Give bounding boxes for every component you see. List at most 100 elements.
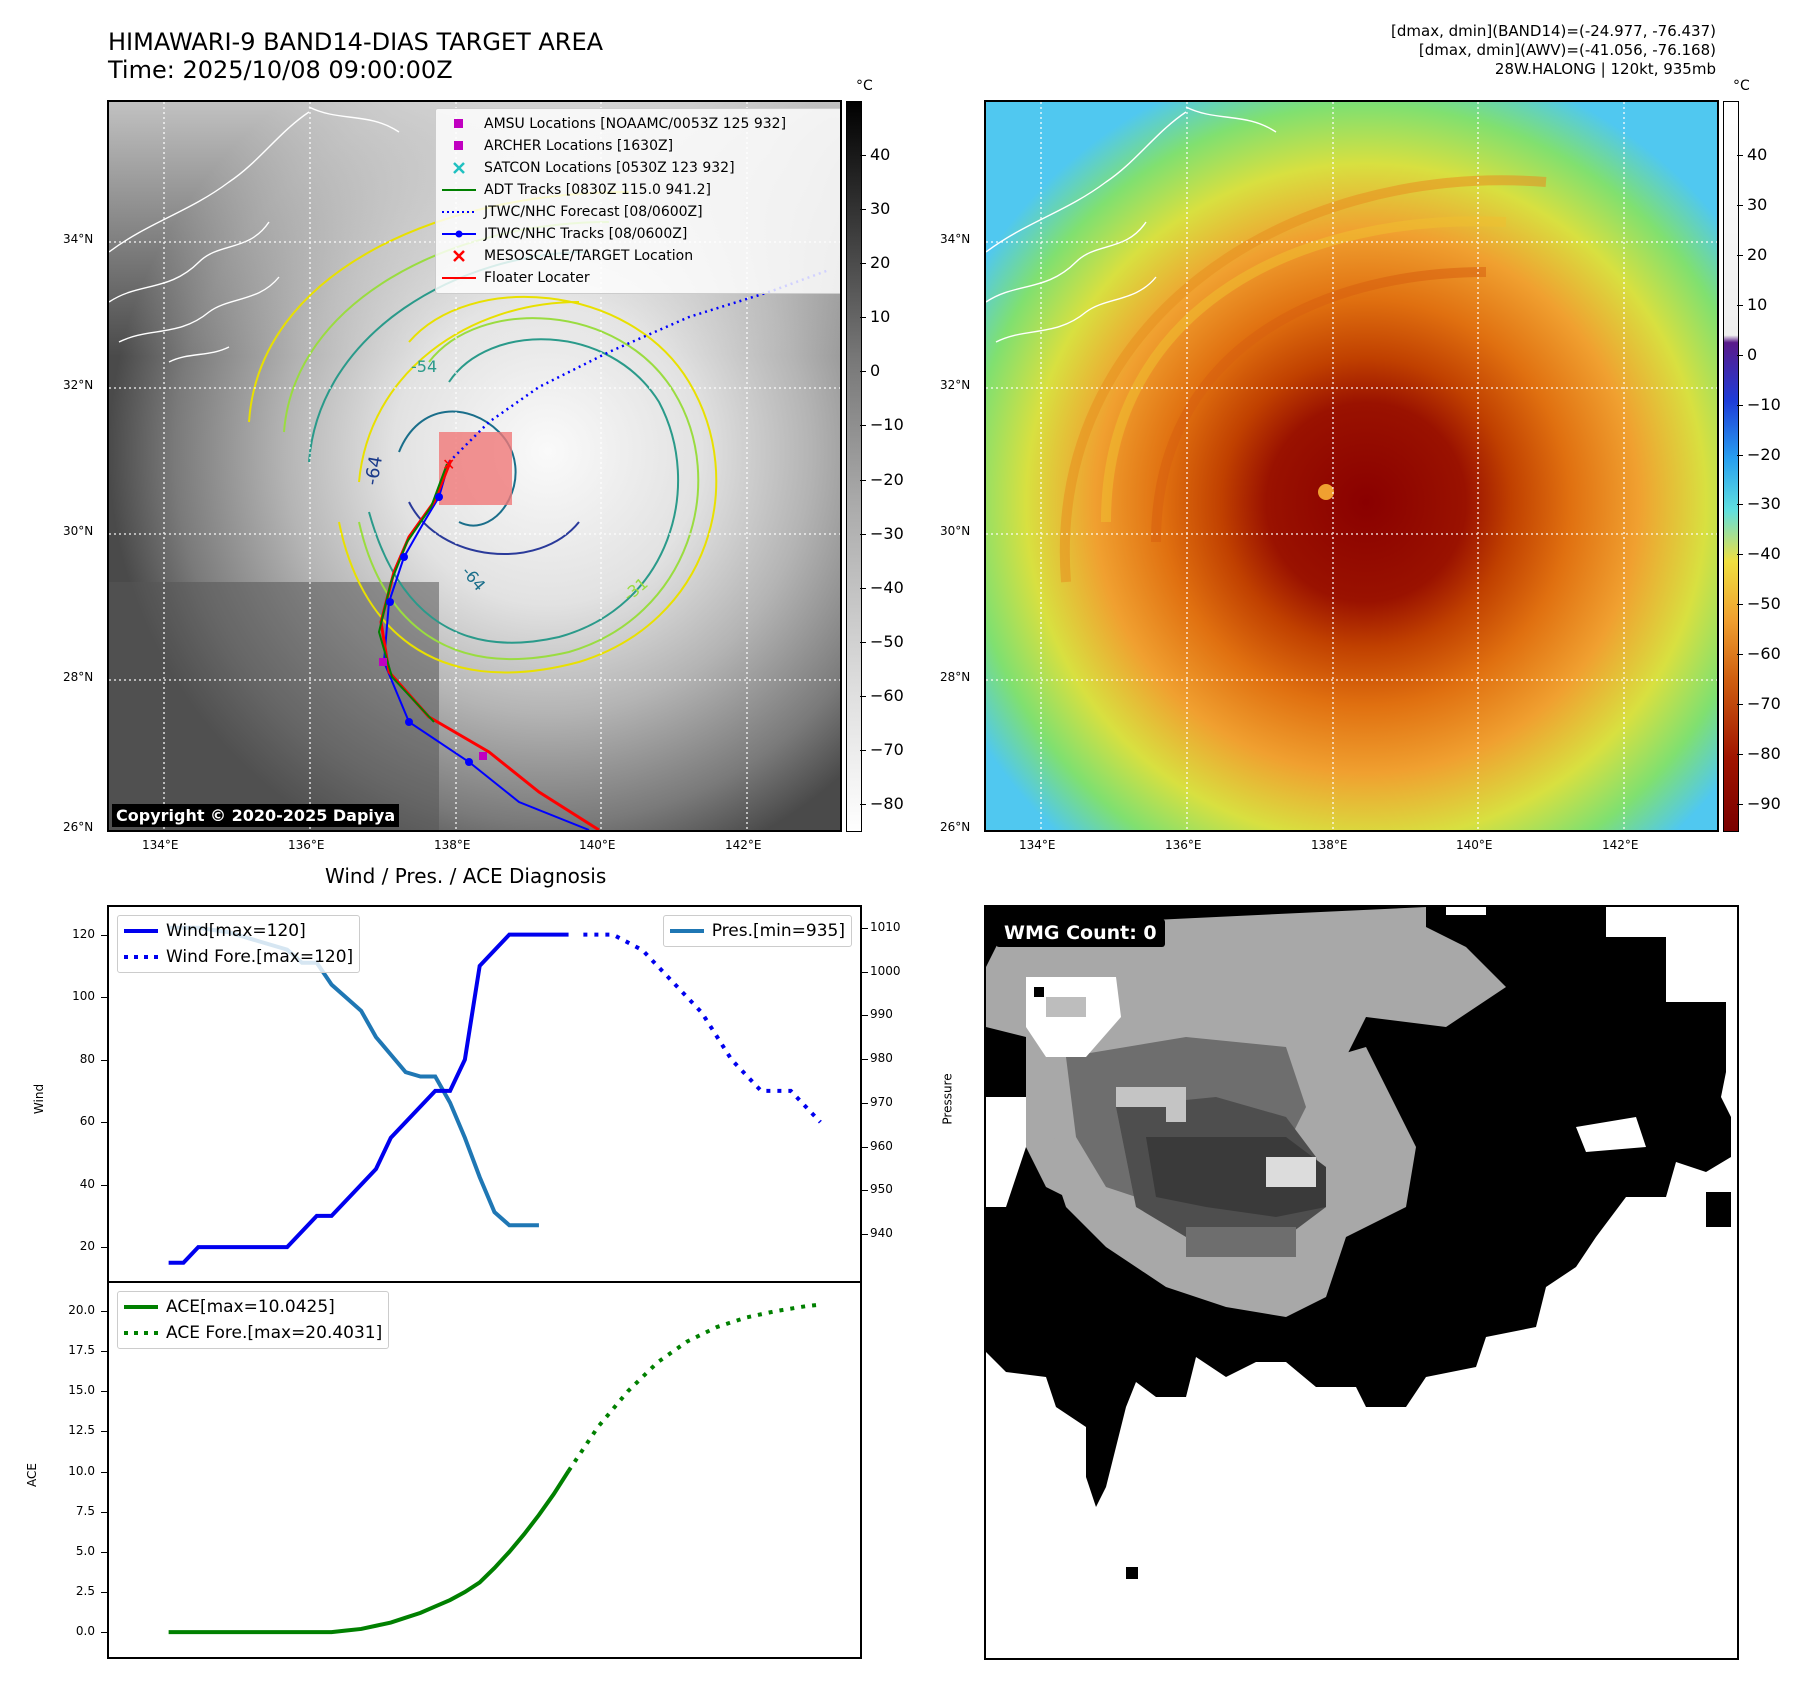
target-area-box <box>439 432 512 505</box>
square-marker-icon <box>442 117 476 131</box>
pressure-tick-mark <box>862 1234 868 1235</box>
legend-ace-fore: ACE Fore.[max=20.4031] <box>166 1323 383 1343</box>
gray-colorbar-tick: −40 <box>870 577 904 597</box>
pressure-tick: 980 <box>870 1051 893 1065</box>
wind-tick-mark <box>101 1122 107 1124</box>
pressure-tick: 960 <box>870 1138 893 1153</box>
pres-legend: Pres.[min=935] <box>662 915 852 947</box>
color-colorbar-tick-mark <box>1737 254 1743 256</box>
color-colorbar-tick: −20 <box>1747 444 1781 464</box>
gray-colorbar-tick-mark <box>860 317 866 319</box>
legend-label: ADT Tracks [0830Z 115.0 941.2] <box>484 182 711 198</box>
ace-tick: 10.0 <box>68 1463 95 1478</box>
color-colorbar-tick: 40 <box>1747 145 1768 164</box>
gray-colorbar-tick: 20 <box>870 253 891 273</box>
lon-label: 134°E <box>142 838 179 852</box>
legend-item: JTWC/NHC Forecast [08/0600Z] <box>442 201 840 223</box>
color-colorbar-tick: −80 <box>1747 744 1781 764</box>
legend-item: ARCHER Locations [1630Z] <box>442 135 840 157</box>
contour-label-2: -64 <box>361 454 387 487</box>
color-colorbar-tick-mark <box>1737 754 1743 756</box>
pres-ylabel: Pressure <box>940 1073 955 1125</box>
pressure-tick-mark <box>862 1015 868 1017</box>
ace-tick: 2.5 <box>75 1584 95 1599</box>
ace-tick: 12.5 <box>68 1423 95 1438</box>
copyright-label: Copyright © 2020-2025 Dapiya <box>112 804 400 827</box>
color-colorbar-tick: 10 <box>1747 294 1768 314</box>
wind-tick: 60 <box>79 1114 95 1129</box>
legend-item: Floater Locater <box>442 267 840 289</box>
legend-label: JTWC/NHC Tracks [08/0600Z] <box>484 226 688 242</box>
pressure-tick-mark <box>862 1059 868 1060</box>
legend-item: ADT Tracks [0830Z 115.0 941.2] <box>442 179 840 201</box>
figure-title: HIMAWARI-9 BAND14-DIAS TARGET AREA Time:… <box>108 28 603 84</box>
color-colorbar-tick: 0 <box>1747 344 1758 364</box>
legend-label: ARCHER Locations [1630Z] <box>484 138 674 154</box>
ace-tick-mark <box>101 1592 107 1594</box>
color-colorbar-tick-mark <box>1737 554 1743 556</box>
legend-wind-fore: Wind Fore.[max=120] <box>166 947 354 967</box>
ace-tick-mark <box>101 1311 107 1313</box>
color-colorbar-tick: 30 <box>1747 194 1768 214</box>
wind-tick: 20 <box>79 1239 95 1254</box>
lon-label: 134°E <box>1019 838 1056 852</box>
square-marker-icon <box>442 139 476 153</box>
title-line-1: HIMAWARI-9 BAND14-DIAS TARGET AREA <box>108 28 604 56</box>
pressure-tick: 950 <box>870 1182 893 1197</box>
pressure-tick: 1010 <box>870 919 901 934</box>
ace-tick-mark <box>101 1351 107 1353</box>
color-colorbar <box>1723 101 1739 832</box>
gray-colorbar-tick-mark <box>860 209 866 211</box>
jtwc-track-points <box>386 493 473 766</box>
lon-label: 136°E <box>1165 838 1202 852</box>
lat-label: 28°N <box>63 670 94 684</box>
lon-label: 140°E <box>1456 838 1493 852</box>
gray-colorbar-tick-mark <box>860 263 866 265</box>
lat-label: 26°N <box>940 820 971 834</box>
info-awv-range: [dmax, dmin](AWV)=(-41.056, -76.168) <box>1418 41 1716 59</box>
color-colorbar-tick-mark <box>1737 304 1743 306</box>
legend-label: AMSU Locations [NOAAMC/0053Z 125 932] <box>484 116 787 132</box>
x-marker-icon <box>442 161 476 175</box>
color-colorbar-tick: −70 <box>1747 694 1781 714</box>
pressure-tick-mark <box>862 1146 868 1148</box>
legend-item: MESOSCALE/TARGET Location <box>442 245 840 267</box>
wind-tick: 40 <box>79 1176 95 1191</box>
lon-label: 136°E <box>288 838 325 852</box>
pressure-tick-mark <box>862 971 868 973</box>
pressure-tick-mark <box>862 1190 868 1192</box>
wind-ylabel: Wind <box>32 1083 47 1115</box>
wind-tick-mark <box>101 1247 107 1249</box>
color-colorbar-tick-mark <box>1737 354 1743 356</box>
wind-tick: 120 <box>72 926 95 941</box>
wind-legend: Wind[max=120] Wind Fore.[max=120] <box>117 915 361 973</box>
ace-ylabel: ACE <box>24 1463 39 1487</box>
map-legend: AMSU Locations [NOAAMC/0053Z 125 932] ARC… <box>435 108 840 294</box>
info-band14-range: [dmax, dmin](BAND14)=(-24.977, -76.437) <box>1391 22 1716 40</box>
gray-colorbar-tick: 30 <box>870 199 891 219</box>
color-colorbar-tick-mark <box>1737 155 1743 156</box>
solid-line-icon <box>442 271 476 285</box>
color-colorbar-tick: −50 <box>1747 594 1781 614</box>
color-colorbar-tick-mark <box>1737 654 1743 656</box>
storm-info: [dmax, dmin](BAND14)=(-24.977, -76.437) … <box>1391 22 1716 79</box>
legend-pres: Pres.[min=935] <box>711 921 845 941</box>
color-colorbar-tick: −60 <box>1747 644 1781 664</box>
ace-tick: 17.5 <box>68 1343 95 1358</box>
color-colorbar-tick-mark <box>1737 704 1743 706</box>
diag-title: Wind / Pres. / ACE Diagnosis <box>325 864 607 888</box>
color-colorbar-tick-mark <box>1737 804 1743 805</box>
ace-svg <box>168 1302 821 1635</box>
ace-line <box>168 1469 571 1635</box>
lon-label: 140°E <box>579 838 616 852</box>
lon-label: 138°E <box>1311 838 1348 852</box>
gray-colorbar-tick: −10 <box>870 415 904 435</box>
pressure-tick-mark <box>862 1102 868 1104</box>
lat-label: 30°N <box>63 524 94 538</box>
left-ir-map: -54 -64 -64 -31 ✕ AMSU Locations [NOAAMC… <box>107 100 842 832</box>
legend-label: SATCON Locations [0530Z 123 932] <box>484 160 735 176</box>
lat-label: 34°N <box>940 232 971 246</box>
legend-label: Floater Locater <box>484 270 590 286</box>
ace-tick-mark <box>101 1632 107 1634</box>
legend-label: JTWC/NHC Forecast [08/0600Z] <box>484 204 703 220</box>
